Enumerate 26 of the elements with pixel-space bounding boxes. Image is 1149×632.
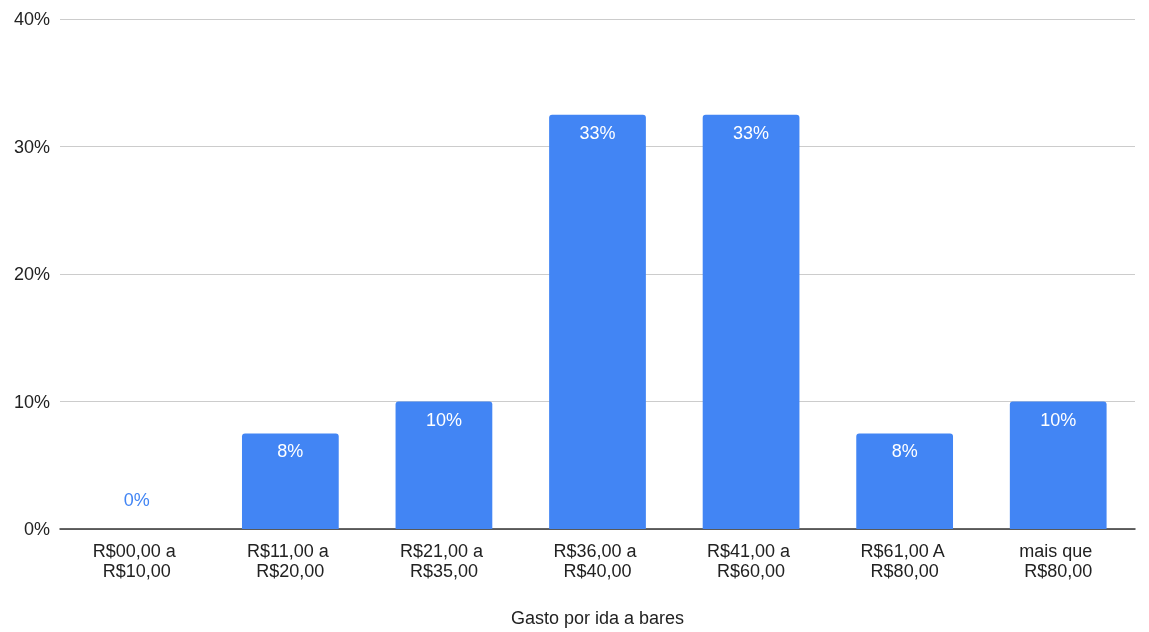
x-axis-title: Gasto por ida a bares <box>510 608 685 628</box>
x-tick-label: R$61,00 A R$80,00 <box>860 541 949 581</box>
data-label: 8% <box>891 441 918 462</box>
y-tick-label: 30% <box>13 136 50 157</box>
bar <box>856 433 954 529</box>
data-label: 10% <box>1040 409 1077 430</box>
data-label: 33% <box>733 122 770 143</box>
bar <box>395 401 493 529</box>
bar <box>241 433 339 529</box>
x-tick-label: R$11,00 a R$20,00 <box>246 541 334 581</box>
y-tick-label: 40% <box>13 9 50 29</box>
data-label: 0% <box>123 490 150 510</box>
y-tick-label: 0% <box>23 519 50 539</box>
y-tick-label: 20% <box>13 264 50 284</box>
data-label: 33% <box>579 122 616 143</box>
x-tick-label: R$00,00 a R$10,00 <box>92 541 181 581</box>
bar <box>549 114 646 529</box>
y-tick-label: 10% <box>13 391 50 412</box>
x-tick-label: R$36,00 a R$40,00 <box>553 541 642 581</box>
x-tick-label: R$41,00 a R$60,00 <box>707 541 796 581</box>
data-label: 10% <box>425 409 462 430</box>
bar <box>702 114 800 529</box>
bar <box>1009 401 1107 529</box>
data-label: 8% <box>277 441 304 462</box>
x-tick-label: mais que R$80,00 <box>1019 541 1098 581</box>
x-tick-label: R$21,00 a R$35,00 <box>399 541 488 581</box>
